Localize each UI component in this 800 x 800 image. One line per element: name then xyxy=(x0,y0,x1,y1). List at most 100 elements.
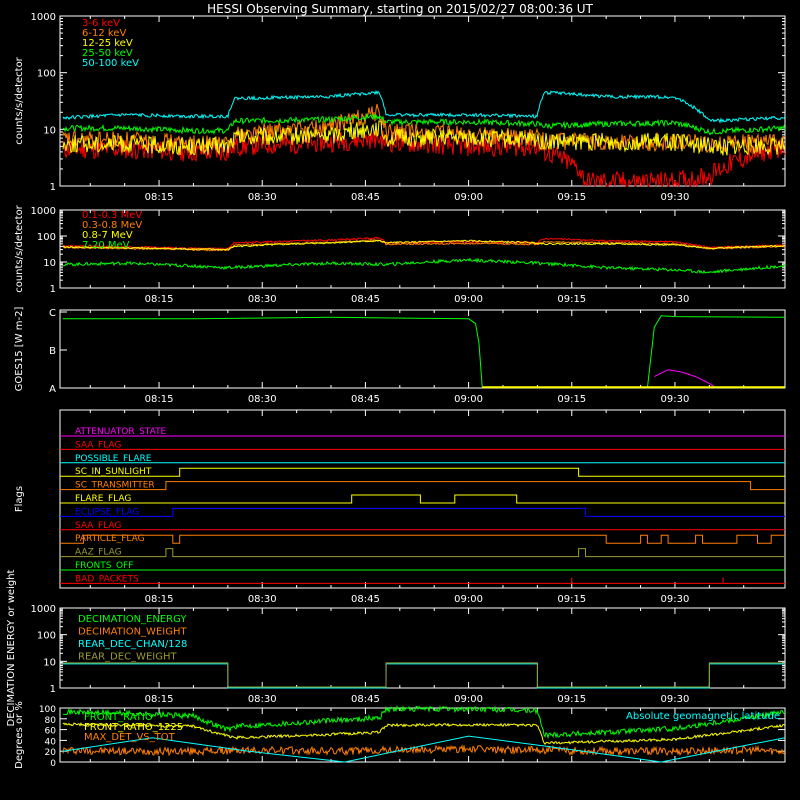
panel4-x-tick-label: 09:00 xyxy=(454,694,483,705)
panel5-y-tick-label: 20 xyxy=(45,748,57,758)
panel1-x-tick-label: 09:30 xyxy=(661,294,690,305)
panel2-series-line xyxy=(62,316,483,389)
panel3-x-tick-label: 09:30 xyxy=(661,594,690,605)
panel3-flag-label: SAA_FLAG xyxy=(75,521,121,531)
panel5-y-tick-label: 60 xyxy=(45,727,57,737)
panel5-legend-entry: FRONT_RATIO xyxy=(84,712,153,723)
panel5-series-line xyxy=(62,744,786,757)
panel2-ylabel: GOES15 [W m-2] xyxy=(14,307,25,392)
panel5-y-tick-label: 40 xyxy=(45,737,57,747)
panel0-legend-entry: 3-6 keV xyxy=(82,18,120,29)
panel2-y-tick-label: A xyxy=(49,384,56,395)
panel3-flag-line xyxy=(60,481,785,491)
panel3-flag-label: SC_TRANSMITTER xyxy=(75,481,155,491)
panel4-legend-entry: REAR_DEC_WEIGHT xyxy=(78,652,177,663)
panel2-series-line xyxy=(654,369,717,389)
panel1-x-tick-label: 09:15 xyxy=(557,294,586,305)
panel4-legend-entry: DECIMATION_WEIGHT xyxy=(78,627,187,638)
panel0-series-line xyxy=(62,120,786,156)
panel5-y-tick-label: 100 xyxy=(39,705,56,715)
panel0-ylabel: counts/s/detector xyxy=(14,56,25,144)
panel5-series-line xyxy=(62,704,786,740)
panel2-x-tick-label: 08:30 xyxy=(248,394,277,405)
panel4-x-tick-label: 09:30 xyxy=(661,694,690,705)
panel3-flag-label: ECLIPSE_FLAG xyxy=(75,507,139,517)
panel5-series-line xyxy=(62,722,786,745)
panel4-legend-entry: DECIMATION_ENERGY xyxy=(78,614,187,625)
panel4-x-tick-label: 08:15 xyxy=(145,694,174,705)
panel4-series-line xyxy=(62,663,785,689)
panel0-series-line xyxy=(62,103,786,155)
panel3-flag-line xyxy=(60,507,785,517)
panel3-flag-label: SC_IN_SUNLIGHT xyxy=(75,467,152,477)
panel5-legend-entry: MAX_DET_VS_TOT xyxy=(84,732,176,743)
panel1-y-tick-label: 100 xyxy=(37,232,56,243)
panel1-y-tick-label: 10 xyxy=(43,258,56,269)
panel1-series-line xyxy=(62,239,785,251)
panel0-series-line xyxy=(62,89,786,124)
panel4-x-tick-label: 08:45 xyxy=(351,694,380,705)
panel3-flag-line xyxy=(60,467,785,477)
panel0-frame xyxy=(59,15,786,187)
panel5-frame xyxy=(59,707,786,763)
panel0-legend-entry: 50-100 keV xyxy=(82,58,139,69)
panel4-frame xyxy=(59,607,786,689)
panel3-flag-line xyxy=(60,534,785,544)
panel0-series-line xyxy=(62,112,786,136)
panel3-x-tick-label: 09:15 xyxy=(557,594,586,605)
panel2-x-tick-label: 09:30 xyxy=(661,394,690,405)
panel1-x-tick-label: 08:15 xyxy=(145,294,174,305)
panel1-legend-entry: 0.8-7 MeV xyxy=(82,230,133,241)
panel3-flag-line xyxy=(60,548,785,558)
panel4-x-tick-label: 09:15 xyxy=(557,694,586,705)
panel1-series-line xyxy=(62,257,786,274)
panel4-legend-entry: REAR_DEC_CHAN/128 xyxy=(78,639,187,650)
panel1-x-tick-label: 08:30 xyxy=(248,294,277,305)
panel1-legend-entry: 7-20 MeV xyxy=(82,240,130,251)
panel2-frame xyxy=(59,309,786,389)
panel3-flag-line xyxy=(60,494,785,504)
panel3-flag-label: BAD_PACKETS xyxy=(75,574,139,584)
panel3-ylabel: Flags xyxy=(14,486,25,512)
panel4-y-tick-label: 1 xyxy=(50,684,56,695)
panel3-flag-label: PARTICLE_FLAG xyxy=(75,534,145,544)
panel3-flag-label: FRONTS_OFF xyxy=(75,561,133,571)
panel0-legend-entry: 12-25 keV xyxy=(82,38,133,49)
panel5-legend-entry: FRONT_RATIO_1225 xyxy=(84,722,183,733)
panel0-y-tick-label: 1000 xyxy=(31,12,56,23)
panel0-x-tick-label: 09:30 xyxy=(661,192,690,203)
panel2-x-tick-label: 08:15 xyxy=(145,394,174,405)
panel0-x-tick-label: 08:15 xyxy=(145,192,174,203)
panel3-x-tick-label: 09:00 xyxy=(454,594,483,605)
panel3-flag-label: AAZ_FLAG xyxy=(75,548,122,558)
panel0-x-tick-label: 08:45 xyxy=(351,192,380,203)
panel1-x-tick-label: 08:45 xyxy=(351,294,380,305)
panel2-y-tick-label: B xyxy=(49,346,56,357)
panel3-flag-label: ATTENUATOR_STATE xyxy=(75,427,167,437)
panel0-y-tick-label: 10 xyxy=(43,125,56,136)
panel0-legend-entry: 6-12 keV xyxy=(82,28,126,39)
panel0-y-tick-label: 100 xyxy=(37,69,56,80)
panel5-ylabel: Degrees or % xyxy=(14,701,25,769)
panel4-x-tick-label: 08:30 xyxy=(248,694,277,705)
panel0-legend-entry: 25-50 keV xyxy=(82,48,133,59)
panel1-y-tick-label: 1 xyxy=(50,284,56,295)
panel1-frame xyxy=(59,209,786,289)
panel5-y-tick-label: 0 xyxy=(50,759,56,769)
panel3-x-tick-label: 08:45 xyxy=(351,594,380,605)
panel3-flag-label: SAA_FLAG xyxy=(75,440,121,450)
panel4-series-line xyxy=(62,662,785,688)
panel3-frame xyxy=(59,409,786,589)
panel4-y-tick-label: 10 xyxy=(43,657,56,668)
panel0-x-tick-label: 09:00 xyxy=(454,192,483,203)
panel3-flag-label: POSSIBLE_FLARE xyxy=(75,454,152,464)
panel0-series-line xyxy=(62,129,786,188)
panel4-y-tick-label: 100 xyxy=(37,631,56,642)
panel1-y-tick-label: 1000 xyxy=(31,206,56,217)
plot-title: HESSI Observing Summary, starting on 201… xyxy=(207,2,593,16)
panel0-x-tick-label: 08:30 xyxy=(248,192,277,203)
panel2-x-tick-label: 09:00 xyxy=(454,394,483,405)
panel2-series-line xyxy=(646,315,786,389)
panel5-annotation: Absolute geomagnetic latitude xyxy=(626,711,780,722)
